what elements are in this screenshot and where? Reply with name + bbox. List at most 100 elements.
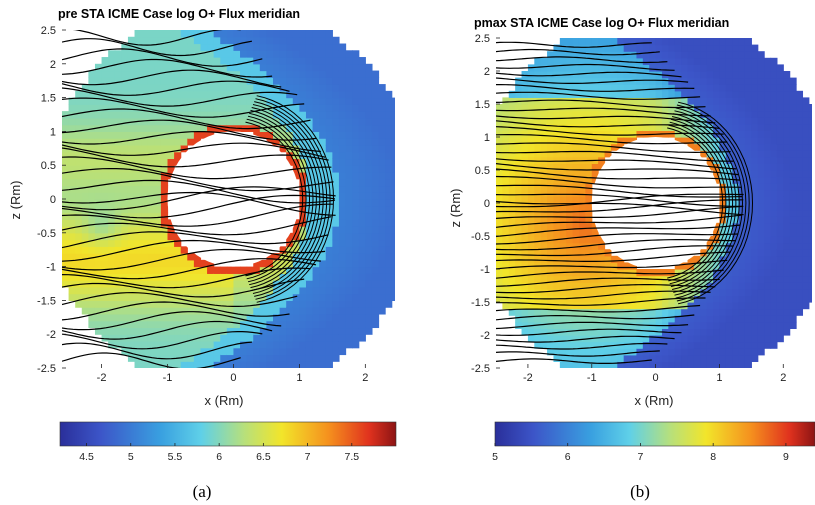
flux-cell [385,266,393,274]
flux-cell [553,222,561,230]
flux-cell [776,236,784,244]
flux-cell [141,354,149,362]
flux-cell [332,320,340,329]
flux-cell [207,117,215,126]
flux-cell [572,137,580,145]
flux-cell [220,266,228,274]
flux-cell [732,150,740,158]
flux-cell [789,321,797,329]
flux-cell [378,84,386,92]
flux-cell [378,239,386,247]
flux-cell [547,117,555,125]
flux-cell [338,124,347,132]
flux-cell [649,361,657,368]
flux-cell [312,273,320,281]
flux-cell [802,222,810,230]
flux-cell [147,138,155,146]
flux-cell [180,36,188,45]
flux-cell [68,219,76,227]
flux-cell [160,90,169,99]
flux-cell [134,70,142,78]
flux-cell [279,57,287,65]
flux-cell [744,104,752,112]
flux-cell [273,361,281,368]
flux-cell [591,249,599,257]
flux-cell [585,209,593,217]
flux-cell [681,64,689,72]
flux-cell [101,131,109,139]
flux-cell [776,77,784,85]
flux-cell [687,328,695,336]
flux-cell [338,104,347,112]
flux-cell [802,269,810,277]
flux-cell [559,361,567,368]
flux-cell [630,90,638,98]
flux-cell [325,124,333,132]
flux-cell [757,189,765,197]
flux-cell [81,84,89,92]
flux-cell [527,90,535,98]
flux-cell [591,44,599,52]
x-tick-label: -2 [523,372,533,384]
flux-cell [757,196,765,204]
flux-cell [738,242,746,250]
flux-cell [312,84,320,92]
flux-cell [591,110,599,118]
flux-cell [713,64,721,72]
flux-cell [378,97,386,105]
flux-cell [796,183,804,191]
flux-cell [534,104,542,112]
field-line [62,239,326,262]
flux-cell [305,327,314,335]
draped-field-line [673,113,740,293]
flux-cell [719,110,727,118]
flux-cell [591,123,599,131]
flux-cell [121,239,129,247]
flux-cell [200,307,208,315]
flux-cell [764,156,772,164]
flux-cell [642,269,650,277]
flux-cell [559,249,567,257]
flux-cell [292,124,300,132]
flux-cell [253,84,261,92]
flux-cell [681,71,689,79]
flux-cell [515,295,523,303]
flux-cell [292,158,300,166]
flux-cell [88,239,96,247]
flux-cell [160,199,169,207]
flux-cell [108,334,116,342]
flux-cell [338,246,347,254]
flux-cell [808,262,812,270]
flux-cell [134,293,142,301]
flux-cell [598,341,606,349]
flux-cell [796,97,804,105]
flux-cell [783,104,791,112]
flux-cell [700,315,708,323]
flux-cell [286,70,294,78]
flux-cell [693,143,701,151]
flux-cell [547,170,555,178]
flux-cell [751,321,759,329]
flux-cell [200,50,208,58]
flux-cell [226,327,235,335]
flux-cell [134,124,142,132]
flux-cell [547,156,555,164]
flux-cell [134,226,142,234]
flux-cell [345,192,353,200]
flux-cell [385,158,393,166]
flux-cell [738,262,746,270]
flux-cell [253,327,261,335]
y-tick-label: -2.5 [471,363,490,375]
flux-cell [521,143,529,151]
flux-cell [75,246,83,254]
flux-cell [391,219,395,227]
flux-cell [134,286,142,295]
flux-cell [365,138,373,146]
flux-cell [496,209,503,217]
flux-cell [738,236,746,244]
flux-cell [706,150,714,158]
flux-cell [623,361,631,368]
flux-cell [385,253,393,261]
flux-cell [559,282,567,290]
flux-cell [187,77,195,85]
